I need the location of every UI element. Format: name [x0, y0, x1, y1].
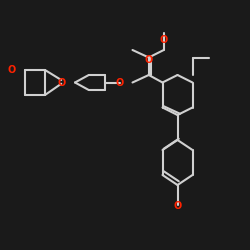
Text: O: O [8, 65, 16, 75]
Text: O: O [144, 55, 153, 65]
Text: O: O [174, 201, 182, 211]
Text: O: O [57, 78, 66, 88]
Text: O: O [116, 78, 124, 88]
Text: O: O [160, 35, 168, 45]
